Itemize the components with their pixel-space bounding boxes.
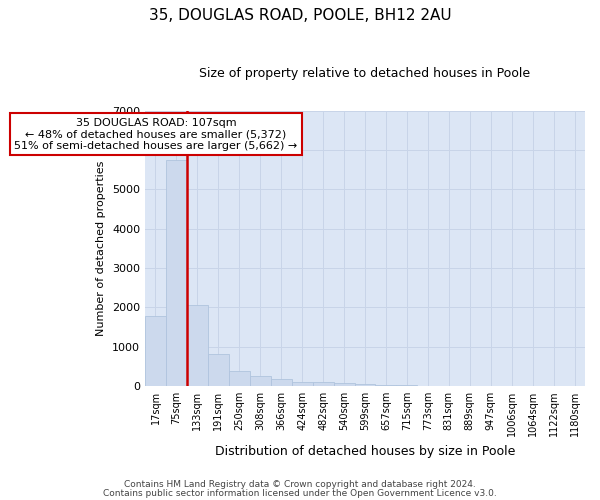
Bar: [292, 382, 313, 386]
X-axis label: Distribution of detached houses by size in Poole: Distribution of detached houses by size …: [215, 444, 515, 458]
Bar: [313, 382, 334, 386]
Bar: [250, 376, 271, 386]
Bar: [229, 371, 250, 386]
Bar: [271, 378, 292, 386]
Text: Contains HM Land Registry data © Crown copyright and database right 2024.: Contains HM Land Registry data © Crown c…: [124, 480, 476, 489]
Bar: [355, 384, 376, 386]
Bar: [397, 384, 418, 386]
Text: 35 DOUGLAS ROAD: 107sqm
← 48% of detached houses are smaller (5,372)
51% of semi: 35 DOUGLAS ROAD: 107sqm ← 48% of detache…: [14, 118, 298, 151]
Bar: [145, 316, 166, 386]
Bar: [376, 385, 397, 386]
Bar: [166, 160, 187, 386]
Text: Contains public sector information licensed under the Open Government Licence v3: Contains public sector information licen…: [103, 488, 497, 498]
Bar: [187, 306, 208, 386]
Title: Size of property relative to detached houses in Poole: Size of property relative to detached ho…: [199, 68, 530, 80]
Bar: [208, 354, 229, 386]
Bar: [334, 383, 355, 386]
Text: 35, DOUGLAS ROAD, POOLE, BH12 2AU: 35, DOUGLAS ROAD, POOLE, BH12 2AU: [149, 8, 451, 22]
Y-axis label: Number of detached properties: Number of detached properties: [97, 160, 106, 336]
